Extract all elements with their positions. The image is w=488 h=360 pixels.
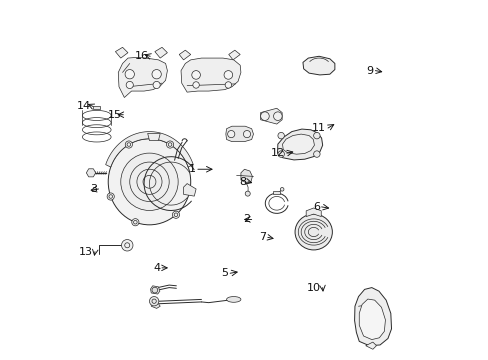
Polygon shape [183,184,196,196]
Circle shape [152,287,158,293]
Polygon shape [155,47,167,58]
Circle shape [126,81,133,89]
Text: 10: 10 [306,283,320,293]
Polygon shape [147,134,160,140]
Polygon shape [225,126,253,141]
Polygon shape [359,299,385,339]
Polygon shape [273,192,280,194]
Circle shape [260,112,269,121]
Text: 9: 9 [366,66,373,76]
Circle shape [172,211,179,219]
Polygon shape [303,56,334,75]
Polygon shape [282,134,314,154]
Circle shape [131,219,139,226]
Circle shape [153,81,160,89]
Text: 15: 15 [107,110,121,120]
Text: 2: 2 [242,215,249,224]
Circle shape [152,69,161,79]
Circle shape [125,141,132,148]
Circle shape [227,131,234,138]
Circle shape [107,193,114,200]
Text: 4: 4 [153,263,160,273]
Text: 11: 11 [312,123,325,133]
Ellipse shape [108,139,190,225]
Text: 6: 6 [312,202,319,212]
Polygon shape [305,208,321,217]
Circle shape [149,297,159,306]
Ellipse shape [226,297,241,302]
Polygon shape [241,169,252,183]
Text: 14: 14 [77,102,91,112]
Text: 13: 13 [79,247,93,257]
Text: 1: 1 [189,164,196,174]
Text: 3: 3 [90,184,97,194]
Polygon shape [115,47,128,58]
Polygon shape [118,57,167,98]
Polygon shape [151,301,160,309]
Polygon shape [354,288,391,346]
Polygon shape [228,50,240,60]
Circle shape [224,71,232,79]
Circle shape [192,82,199,88]
Polygon shape [179,50,190,60]
Polygon shape [277,129,322,160]
Text: 5: 5 [221,268,228,278]
Ellipse shape [294,214,332,250]
Circle shape [273,112,282,121]
Circle shape [166,141,173,148]
Polygon shape [93,107,100,109]
Polygon shape [365,342,376,349]
Polygon shape [86,169,96,177]
Circle shape [121,239,133,251]
Polygon shape [105,132,193,167]
Polygon shape [150,286,160,294]
Circle shape [121,153,178,211]
Circle shape [280,188,284,191]
Circle shape [191,71,200,79]
Text: 8: 8 [239,177,246,187]
Circle shape [224,82,231,88]
Circle shape [243,131,250,138]
Text: 16: 16 [134,51,148,61]
Circle shape [125,69,134,79]
Circle shape [277,151,284,157]
Circle shape [313,151,320,157]
Circle shape [244,191,250,196]
Circle shape [277,132,284,139]
Circle shape [313,132,320,139]
Text: 7: 7 [258,232,265,242]
Polygon shape [181,58,241,92]
Polygon shape [260,108,282,124]
Text: 12: 12 [270,148,285,158]
